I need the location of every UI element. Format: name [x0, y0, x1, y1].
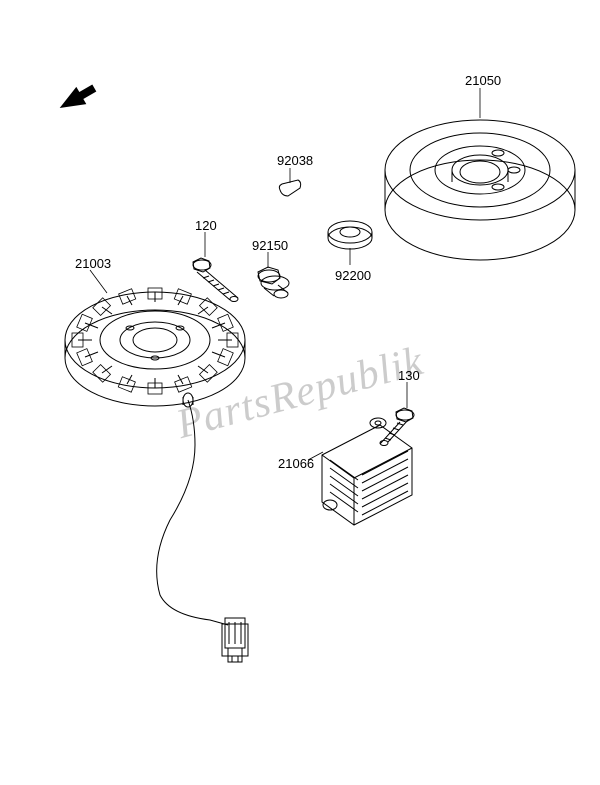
part-stator [65, 288, 245, 406]
leader-lines [90, 88, 480, 460]
parts-diagram: PartsRepublik [0, 0, 600, 785]
label-21050: 21050 [465, 73, 501, 88]
label-130: 130 [398, 368, 420, 383]
part-bolt-130 [380, 408, 414, 446]
part-regulator [322, 418, 412, 525]
part-bolt-120 [193, 258, 238, 302]
part-washer [328, 221, 372, 249]
label-21003: 21003 [75, 256, 111, 271]
stator-wire [157, 393, 228, 625]
part-flywheel [385, 120, 575, 260]
label-92038: 92038 [277, 153, 313, 168]
label-92200: 92200 [335, 268, 371, 283]
part-bolt-92150 [258, 267, 289, 298]
label-92150: 92150 [252, 238, 288, 253]
label-120: 120 [195, 218, 217, 233]
label-21066: 21066 [278, 456, 314, 471]
